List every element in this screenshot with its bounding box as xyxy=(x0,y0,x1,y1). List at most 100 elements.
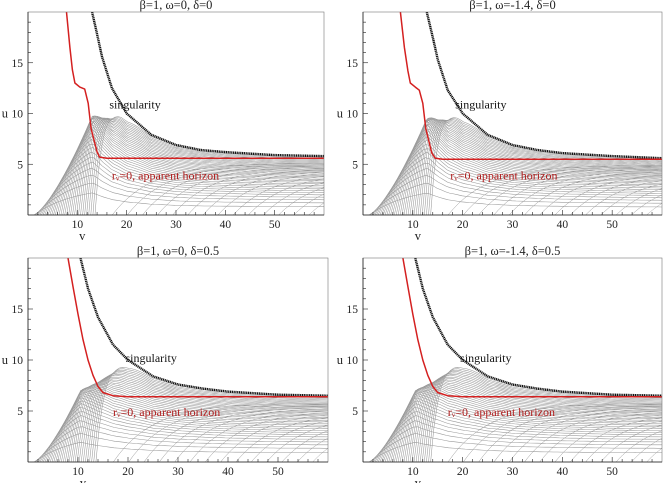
level-curve xyxy=(76,116,324,215)
level-curve xyxy=(424,371,662,462)
level-curve xyxy=(616,430,662,462)
level-curve xyxy=(447,403,662,462)
apparent-horizon-curve xyxy=(399,12,662,160)
level-curve xyxy=(51,133,324,215)
x-tick-label: 20 xyxy=(121,219,133,231)
singularity-label: singularity xyxy=(460,351,511,365)
panel-title: β=1, ω=-1.4, δ=0 xyxy=(469,0,555,12)
plot-area xyxy=(368,258,662,462)
singularity-label: singularity xyxy=(109,97,160,111)
y-tick-label: 10 xyxy=(347,355,359,367)
level-curve xyxy=(478,167,662,215)
level-curve xyxy=(51,393,328,462)
level-curve xyxy=(308,202,324,215)
level-curve xyxy=(424,119,662,215)
level-curve xyxy=(524,171,662,215)
x-tick-label: 30 xyxy=(172,466,184,478)
level-curve xyxy=(266,424,328,462)
level-curve xyxy=(379,403,662,462)
level-curve xyxy=(112,163,324,215)
apparent-horizon-label: rᵥ=0, apparent horizon xyxy=(450,168,557,182)
level-curve xyxy=(74,379,328,462)
level-curve xyxy=(33,442,328,462)
level-curve xyxy=(419,119,662,215)
panel-2: 10 20 30 40 50 5 10 15 v u β=1, ω=-1.4, δ=0 singula… xyxy=(337,0,663,243)
level-curve xyxy=(493,168,662,215)
y-tick-label: 15 xyxy=(347,58,359,70)
level-curve xyxy=(388,391,662,462)
level-curve xyxy=(539,412,662,462)
level-curve xyxy=(585,180,662,215)
level-curve xyxy=(35,433,328,462)
level-curve xyxy=(89,371,328,462)
level-curve xyxy=(374,162,662,215)
level-curve xyxy=(113,403,328,462)
level-curve xyxy=(570,177,662,215)
level-curve xyxy=(386,133,662,215)
level-curve xyxy=(142,165,324,215)
level-curve xyxy=(92,117,324,215)
level-curve xyxy=(39,415,328,462)
level-curve xyxy=(539,173,662,215)
level-curve xyxy=(376,157,662,215)
y-tick-label: 15 xyxy=(12,58,24,70)
level-curve xyxy=(395,121,662,215)
level-curve xyxy=(379,148,662,215)
level-curve xyxy=(409,379,662,462)
x-axis-label: v xyxy=(79,229,86,243)
level-curve xyxy=(74,115,324,215)
panel-4: 10 20 30 40 50 5 10 15 v u β=1, ω=-1.4, δ=0.5 singu… xyxy=(337,244,663,483)
y-axis-label: u xyxy=(2,107,9,121)
level-curve xyxy=(430,117,662,215)
level-curve xyxy=(174,408,328,462)
level-curve xyxy=(585,420,662,462)
level-curve xyxy=(217,173,324,215)
level-curve xyxy=(405,381,662,462)
level-curve xyxy=(235,417,328,462)
level-curve xyxy=(407,380,662,462)
level-curve xyxy=(370,433,662,462)
level-curve xyxy=(413,118,662,215)
level-curve xyxy=(187,169,324,215)
level-curve xyxy=(86,117,324,215)
level-curve xyxy=(60,121,324,215)
y-axis-label: u xyxy=(337,107,344,121)
level-curve xyxy=(370,183,662,215)
x-tick-label: 10 xyxy=(72,466,84,478)
level-curve xyxy=(399,119,662,215)
level-curve xyxy=(33,192,324,215)
apparent-horizon-curve xyxy=(402,258,662,398)
apparent-horizon-label: rᵥ=0, apparent horizon xyxy=(112,168,219,182)
level-curve xyxy=(281,430,328,462)
y-tick-label: 5 xyxy=(352,159,358,171)
level-curve xyxy=(297,437,328,462)
level-curve xyxy=(478,405,662,462)
level-curve xyxy=(172,168,324,215)
y-tick-label: 10 xyxy=(347,109,359,121)
level-curve xyxy=(600,183,662,215)
level-curve xyxy=(128,404,328,462)
level-curve xyxy=(263,182,324,215)
level-curve xyxy=(616,188,662,215)
level-curve xyxy=(251,420,328,462)
level-curve xyxy=(368,442,662,462)
level-curve xyxy=(392,389,662,462)
panel-1: 10 20 30 40 50 5 10 15 v u β=1, ω=0, δ=0 singularit… xyxy=(2,0,325,243)
level-curve xyxy=(397,120,662,215)
level-curve xyxy=(41,411,328,462)
level-curve xyxy=(421,372,662,462)
level-curve xyxy=(159,407,328,462)
y-tick-label: 5 xyxy=(17,406,23,418)
level-curve xyxy=(57,389,328,462)
level-curve xyxy=(44,403,328,462)
x-tick-label: 50 xyxy=(269,219,281,231)
level-curve xyxy=(493,407,662,462)
level-curve xyxy=(36,426,328,462)
level-curve xyxy=(62,118,324,215)
x-axis-label: v xyxy=(415,476,422,483)
apparent-horizon-label: rᵥ=0, apparent horizon xyxy=(448,405,555,419)
panel-title: β=1, ω=-1.4, δ=0.5 xyxy=(465,244,561,258)
level-curve xyxy=(405,117,662,215)
level-curve xyxy=(66,115,324,215)
